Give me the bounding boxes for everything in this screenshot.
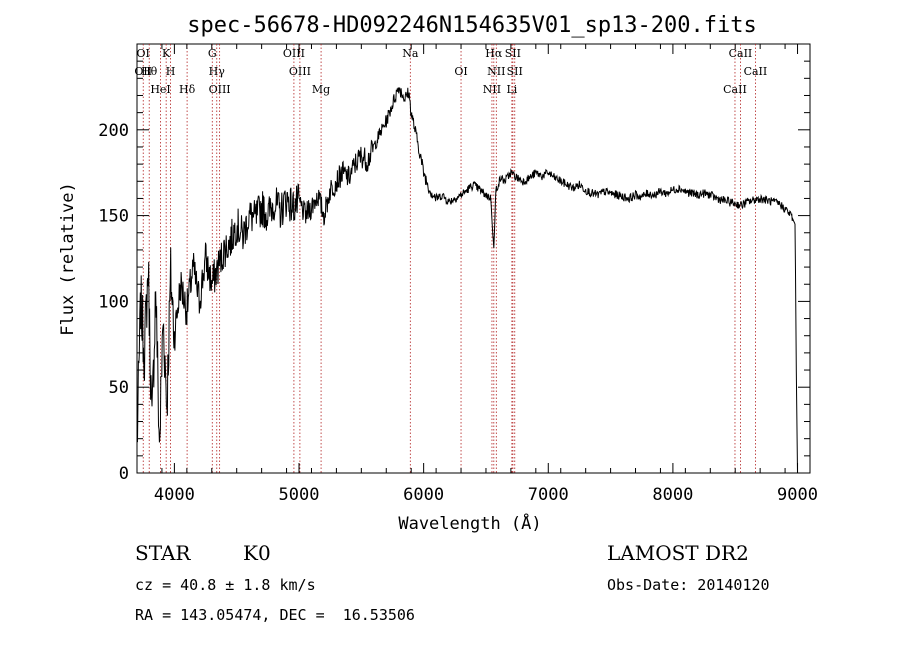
spectral-line-label: SII xyxy=(507,65,523,78)
y-tick-label: 50 xyxy=(109,378,129,398)
spectral-line-label: Li xyxy=(506,83,517,96)
spectral-line-label: Hδ xyxy=(179,83,196,96)
spectral-line-label: OI xyxy=(137,47,150,60)
spectral-line-label: NII xyxy=(483,83,501,96)
spectral-line-label: OIII xyxy=(209,83,231,96)
spectral-line-label: CaII xyxy=(744,65,768,78)
x-tick-label: 5000 xyxy=(279,485,320,505)
spectral-line-label: CaII xyxy=(729,47,753,60)
spectral-line-label: CaII xyxy=(723,83,747,96)
observation-date: Obs-Date: 20140120 xyxy=(607,576,770,594)
y-tick-label: 100 xyxy=(98,292,129,312)
spectral-line-label: K xyxy=(162,47,171,60)
spectral-line-label: Mg xyxy=(312,83,330,96)
survey-name: LAMOST DR2 xyxy=(607,541,749,565)
coordinates: RA = 143.05474, DEC = 16.53506 xyxy=(135,606,415,624)
spectral-line-label: HeI xyxy=(150,83,170,96)
spectral-line-label: NII xyxy=(487,65,505,78)
object-subclass: K0 xyxy=(243,541,271,565)
spectral-line-labels: OIOIIHθHeIKHHδGHγOIIIOIIIOIIIMgNaOINIIHα… xyxy=(134,47,767,96)
redshift-velocity: cz = 40.8 ± 1.8 km/s xyxy=(135,576,316,594)
y-tick-label: 150 xyxy=(98,207,129,227)
spectral-line-label: SII xyxy=(505,47,521,60)
axis-ticks: 4000 5000 6000 7000 8000 9000 0 50 100 150 200 xyxy=(98,43,818,505)
x-tick-label: 6000 xyxy=(403,485,444,505)
spectral-line-label: Hθ xyxy=(141,65,158,78)
object-class: STAR xyxy=(135,541,191,565)
spectral-line-label: OII xyxy=(134,65,152,78)
x-axis-label: Wavelength (Å) xyxy=(398,512,541,534)
spectral-line-label: Hγ xyxy=(209,65,226,78)
y-tick-label: 200 xyxy=(98,121,129,141)
spectral-line-markers xyxy=(142,44,756,473)
spectral-line-label: OIII xyxy=(289,65,311,78)
y-tick-label: 0 xyxy=(119,464,129,484)
y-axis-label: Flux (relative) xyxy=(58,182,78,336)
spectral-line-label: Hα xyxy=(485,47,503,60)
chart-title: spec-56678-HD092246N154635V01_sp13-200.f… xyxy=(187,13,757,38)
x-tick-label: 9000 xyxy=(777,485,818,505)
x-tick-label: 8000 xyxy=(652,485,693,505)
spectral-line-label: Na xyxy=(402,47,419,60)
x-tick-label: 7000 xyxy=(528,485,569,505)
plot-frame xyxy=(136,43,811,474)
spectral-line-label: H xyxy=(166,65,176,78)
spectral-line-label: G xyxy=(208,47,217,60)
spectrum-line xyxy=(136,87,798,474)
x-tick-label: 4000 xyxy=(154,485,195,505)
spectral-line-label: OI xyxy=(454,65,467,78)
